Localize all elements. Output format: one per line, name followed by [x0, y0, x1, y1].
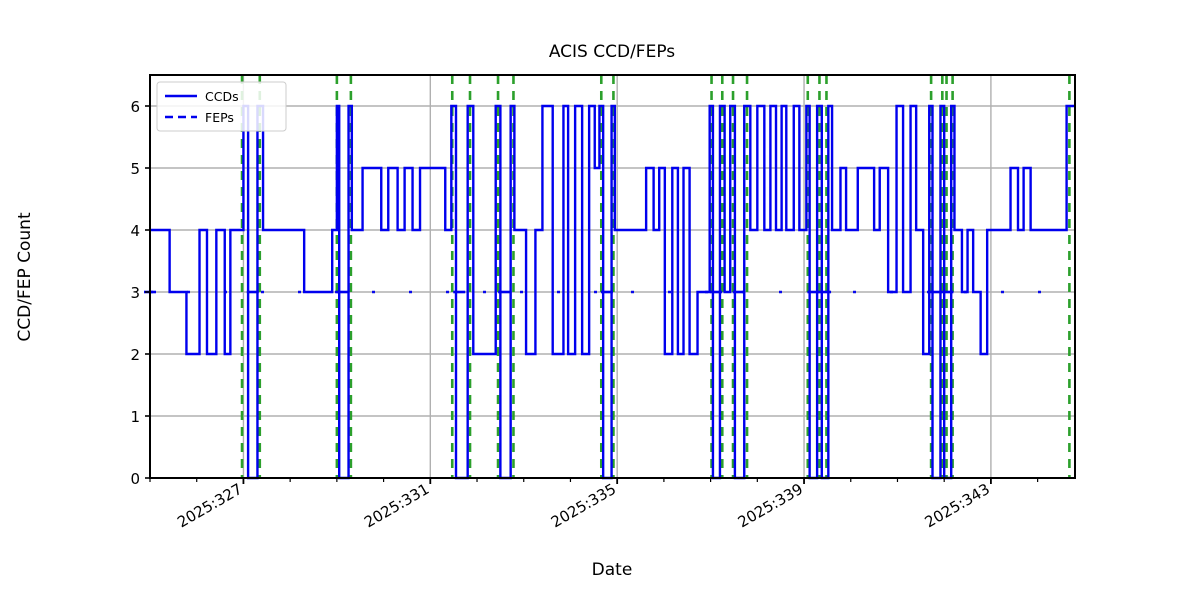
y-axis-ticks: 0 1 2 3 4 5 6 — [130, 98, 150, 488]
y-axis-label: CCD/FEP Count — [15, 212, 35, 342]
legend: CCDs FEPs — [156, 81, 287, 132]
legend-label-feps: FEPs — [205, 110, 234, 125]
x-axis-label: Date — [592, 560, 633, 580]
y-tick-label: 2 — [130, 346, 140, 364]
y-tick-label: 6 — [130, 98, 140, 116]
data-series — [144, 104, 1075, 480]
radzone-vlines — [240, 75, 1071, 478]
y-tick-label: 5 — [130, 160, 140, 178]
y-tick-label: 4 — [130, 222, 140, 240]
chart-title: ACIS CCD/FEPs — [549, 42, 675, 62]
y-tick-label: 1 — [130, 408, 140, 426]
legend-box — [156, 81, 287, 132]
legend-label-ccds: CCDs — [205, 89, 239, 104]
y-tick-label: 0 — [130, 470, 140, 488]
axes-spines — [149, 74, 1076, 479]
y-tick-label: 3 — [130, 284, 140, 302]
